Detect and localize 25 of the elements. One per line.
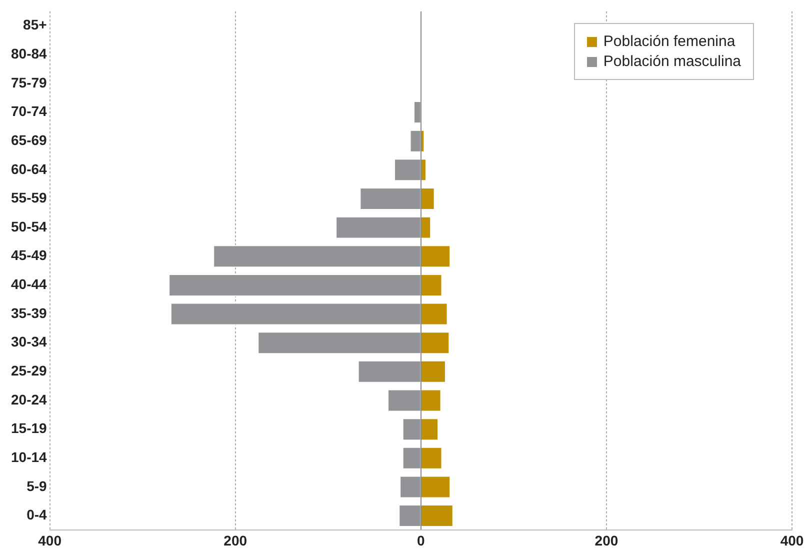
- x-tick-label: 400: [780, 532, 804, 548]
- y-tick-label: 10-14: [10, 449, 48, 466]
- y-tick-label: 65-69: [10, 132, 48, 148]
- y-tick-label: 40-44: [10, 276, 48, 292]
- y-tick-label: 70-74: [10, 103, 48, 120]
- y-tick-label: 55-59: [10, 190, 48, 206]
- y-tick-label: 85+: [23, 16, 47, 33]
- x-tick-label: 200: [224, 532, 248, 548]
- y-tick-label: 75-79: [10, 74, 48, 90]
- y-tick-label: 20-24: [10, 391, 48, 408]
- y-tick-label: 35-39: [10, 304, 48, 321]
- legend-label: Población femenina: [603, 33, 736, 50]
- x-tick-label: 200: [594, 532, 618, 548]
- x-tick-label: 400: [38, 532, 62, 548]
- y-tick-label: 25-29: [10, 362, 48, 379]
- y-tick-label: 45-49: [10, 247, 48, 264]
- y-tick-label: 0-4: [26, 506, 48, 523]
- y-tick-label: 30-34: [10, 334, 48, 350]
- x-tick-label: 0: [417, 532, 426, 548]
- legend-label: Población masculina: [603, 53, 741, 70]
- y-tick-label: 50-54: [10, 218, 48, 234]
- y-tick-label: 60-64: [10, 160, 48, 177]
- y-tick-label: 15-19: [10, 420, 48, 436]
- y-tick-label: 5-9: [26, 478, 48, 494]
- y-tick-label: 80-84: [10, 45, 48, 62]
